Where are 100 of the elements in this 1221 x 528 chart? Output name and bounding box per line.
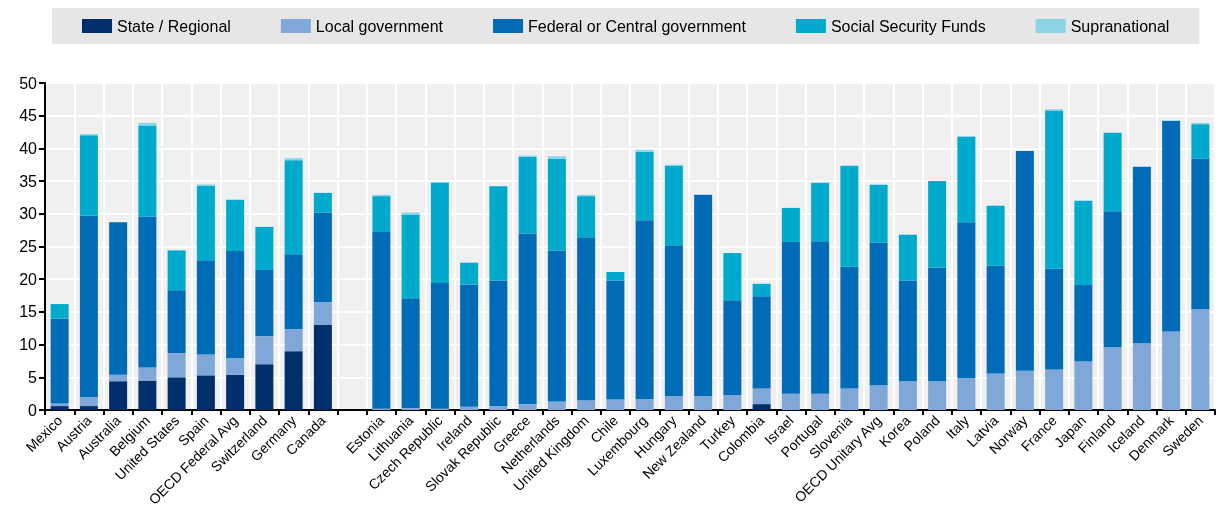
bar — [781, 207, 800, 242]
bar — [1191, 309, 1210, 410]
y-tick-label: 30 — [19, 205, 38, 223]
bar — [1074, 200, 1093, 286]
bar — [255, 270, 274, 337]
bar — [811, 393, 830, 410]
bar — [811, 183, 830, 242]
bar — [313, 212, 332, 303]
bar — [255, 336, 274, 365]
bar — [577, 237, 596, 401]
bar — [109, 222, 128, 375]
legend-label: Local government — [315, 17, 444, 35]
bar — [928, 381, 947, 410]
bar — [79, 135, 98, 216]
bar — [577, 400, 596, 410]
bar — [167, 290, 186, 354]
bar — [518, 233, 537, 405]
bar — [781, 241, 800, 394]
bar — [1074, 361, 1093, 410]
bar — [1132, 166, 1151, 344]
y-tick-label: 10 — [19, 336, 38, 354]
bar — [196, 375, 215, 410]
legend-label: Federal or Central government — [528, 17, 747, 35]
bar — [1162, 120, 1181, 332]
bar — [109, 381, 128, 410]
bar — [635, 398, 654, 410]
bar — [196, 260, 215, 355]
bar — [284, 328, 303, 352]
bar — [606, 399, 625, 410]
bar — [869, 385, 888, 410]
bar — [898, 234, 917, 281]
bar — [1103, 211, 1122, 348]
bar — [167, 250, 186, 291]
bar — [986, 373, 1005, 410]
bar — [664, 396, 683, 410]
bar — [547, 250, 566, 402]
bar — [372, 232, 391, 409]
bar — [664, 245, 683, 397]
bar — [226, 374, 245, 410]
bar — [606, 272, 625, 281]
bar — [1015, 370, 1034, 410]
bar — [694, 194, 713, 397]
bar — [79, 396, 98, 407]
y-tick-label: 45 — [19, 107, 38, 125]
bar — [138, 380, 157, 410]
bar — [928, 181, 947, 268]
bar — [489, 186, 508, 281]
bar — [284, 254, 303, 329]
bar — [50, 304, 69, 319]
bar — [460, 284, 479, 407]
y-tick-label: 25 — [19, 238, 38, 255]
bar — [1015, 151, 1034, 371]
bar — [430, 182, 449, 284]
bar — [694, 396, 713, 410]
bar — [957, 136, 976, 223]
bar — [811, 241, 830, 394]
bar — [50, 318, 69, 404]
bar — [1191, 158, 1210, 310]
y-tick-label: 35 — [19, 172, 38, 190]
bar — [518, 156, 537, 234]
bar — [518, 404, 537, 410]
bar — [1103, 347, 1122, 410]
bar — [869, 242, 888, 386]
bar — [313, 302, 332, 325]
y-tick-label: 5 — [28, 368, 38, 386]
bar — [460, 262, 479, 285]
bar — [547, 401, 566, 410]
bar — [723, 300, 742, 395]
legend-label: State / Regional — [117, 17, 231, 35]
bar — [752, 388, 771, 405]
bar — [752, 296, 771, 389]
y-tick-label: 20 — [19, 270, 38, 288]
bar — [1045, 110, 1064, 269]
bar — [840, 266, 859, 389]
bar — [489, 406, 508, 410]
bar — [138, 216, 157, 368]
bar — [226, 358, 245, 375]
y-tick-label: 40 — [19, 139, 38, 157]
bar — [372, 196, 391, 233]
bar — [1162, 331, 1181, 410]
bar — [313, 324, 332, 410]
bar — [226, 200, 245, 252]
bar — [723, 253, 742, 301]
bar — [313, 192, 332, 213]
bar — [840, 388, 859, 410]
bar — [840, 166, 859, 267]
bar — [547, 158, 566, 251]
bar — [1103, 132, 1122, 212]
bar — [1045, 268, 1064, 370]
bar — [430, 283, 449, 409]
bar — [284, 351, 303, 410]
bar — [1132, 343, 1151, 410]
bar — [196, 185, 215, 261]
legend-label: Supranational — [1070, 17, 1170, 35]
bar — [986, 265, 1005, 374]
bar — [196, 354, 215, 376]
bar — [138, 125, 157, 217]
bar — [635, 220, 654, 399]
bar — [109, 374, 128, 382]
legend-label: Social Security Funds — [830, 17, 986, 35]
